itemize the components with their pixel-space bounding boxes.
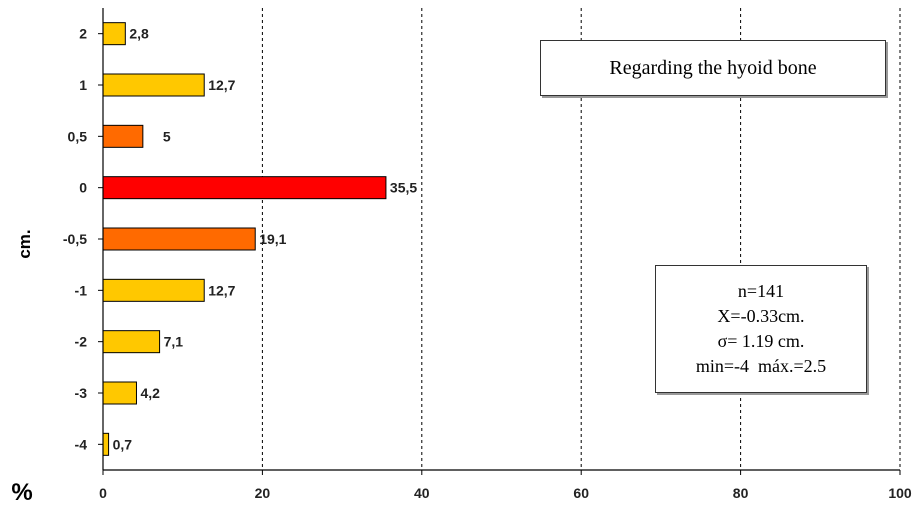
value-labels: 2,8 12,7 5 35,5 19,1 12,7 7,1 4,2 0,7 xyxy=(113,26,418,453)
y-tick-label: 0 xyxy=(79,180,87,196)
x-tick-label: 20 xyxy=(255,485,271,501)
bar xyxy=(102,227,256,251)
bar xyxy=(102,22,126,46)
x-tick-label: 40 xyxy=(414,485,430,501)
x-tick-labels: 0 20 40 60 80 100 xyxy=(99,470,912,501)
bar-value-label: 19,1 xyxy=(259,231,286,247)
stat-sigma: σ= 1.19 cm. xyxy=(717,331,805,351)
bar-value-label: 7,1 xyxy=(164,334,184,350)
x-tick-label: 0 xyxy=(99,485,107,501)
y-tick-label: -4 xyxy=(75,436,88,452)
bar-value-label: 12,7 xyxy=(208,282,235,298)
bar-value-label: 35,5 xyxy=(390,180,417,196)
y-tick-label: -1 xyxy=(75,282,88,298)
y-tick-label: -0,5 xyxy=(63,231,87,247)
bar xyxy=(102,330,161,354)
y-axis-label: cm. xyxy=(15,229,34,258)
stats-box: n=141 X=-0.33cm. σ= 1.19 cm. min=-4 máx.… xyxy=(655,265,867,393)
x-tick-label: 80 xyxy=(733,485,749,501)
x-tick-label: 60 xyxy=(573,485,589,501)
y-tick-labels: 2 1 0,5 0 -0,5 -1 -2 -3 -4 xyxy=(63,26,103,452)
y-tick-label: 0,5 xyxy=(68,128,88,144)
bars xyxy=(102,22,387,456)
stat-n: n=141 xyxy=(737,281,785,301)
bar xyxy=(102,176,387,200)
y-tick-label: 2 xyxy=(79,26,87,42)
x-tick-label: 100 xyxy=(888,485,912,501)
y-tick-label: -3 xyxy=(75,385,88,401)
bar xyxy=(102,432,110,456)
y-tick-label: 1 xyxy=(79,77,87,93)
stat-mean: X=-0.33cm. xyxy=(717,306,805,326)
y-tick-label: -2 xyxy=(75,334,88,350)
x-axis-label: % xyxy=(11,479,32,506)
bar xyxy=(102,278,205,302)
chart-title: Regarding the hyoid bone xyxy=(609,56,817,79)
bar-value-label: 4,2 xyxy=(140,385,160,401)
bar-value-label: 5 xyxy=(163,128,171,144)
bar xyxy=(102,124,144,148)
bar-value-label: 0,7 xyxy=(113,436,133,452)
grid-lines xyxy=(261,8,901,470)
stat-min-max: min=-4 máx.=2.5 xyxy=(695,356,827,376)
bar xyxy=(102,381,137,405)
bar-value-label: 2,8 xyxy=(129,26,149,42)
bar xyxy=(102,73,205,97)
bar-value-label: 12,7 xyxy=(208,77,235,93)
chart-title-box: Regarding the hyoid bone xyxy=(540,40,886,96)
